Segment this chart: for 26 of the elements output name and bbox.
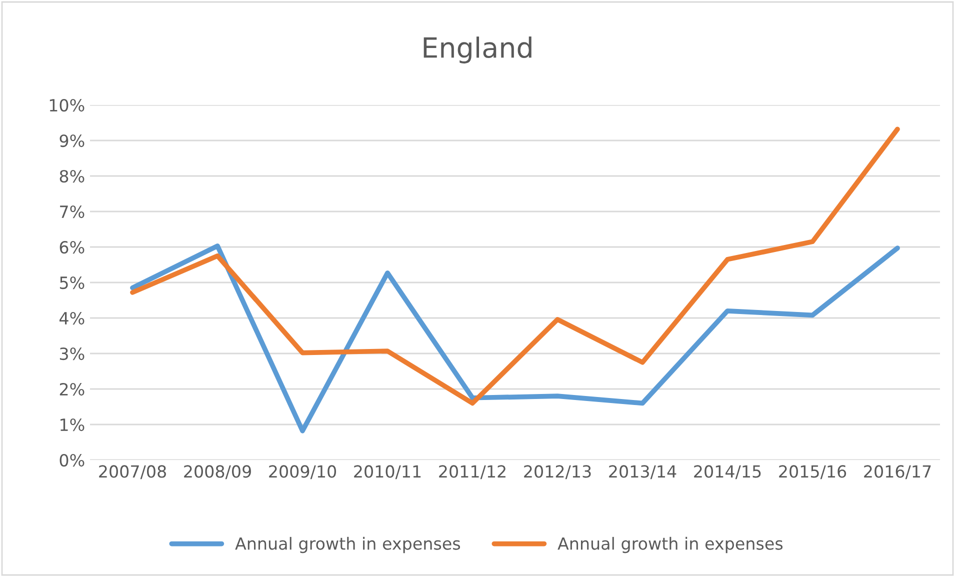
x-tick-label: 2010/11 (354, 465, 421, 480)
chart-title: England (424, 36, 532, 64)
x-tick-label: 2009/10 (269, 465, 336, 480)
x-tick-label: 2016/17 (864, 465, 931, 480)
line-series (130, 244, 900, 434)
y-tick-label: 5% (60, 276, 84, 290)
y-tick-label: 2% (60, 382, 84, 396)
x-tick-label: 2013/14 (609, 465, 676, 480)
legend-label: Annual growth in expenses (558, 536, 783, 554)
y-tick-label: 1% (60, 418, 84, 432)
y-tick-label: 10% (50, 98, 84, 112)
y-tick-label: 6% (60, 240, 84, 254)
y-tick-label: 7% (60, 205, 84, 218)
y-tick-label: 0% (60, 454, 84, 467)
x-tick-label: 2011/12 (439, 465, 506, 480)
x-tick-label: 2008/09 (184, 465, 251, 480)
x-tick-label: 2007/08 (99, 465, 166, 480)
y-tick-label: 9% (60, 134, 84, 148)
x-tick-label: 2015/16 (779, 465, 846, 480)
legend-label: Annual growth in expenses (235, 536, 460, 554)
y-tick-label: 4% (60, 312, 84, 325)
x-tick-label: 2014/15 (694, 465, 761, 480)
x-tick-label: 2012/13 (524, 465, 591, 480)
y-tick-label: 8% (60, 170, 84, 183)
y-tick-label: 3% (60, 347, 84, 360)
line-series (130, 126, 900, 406)
